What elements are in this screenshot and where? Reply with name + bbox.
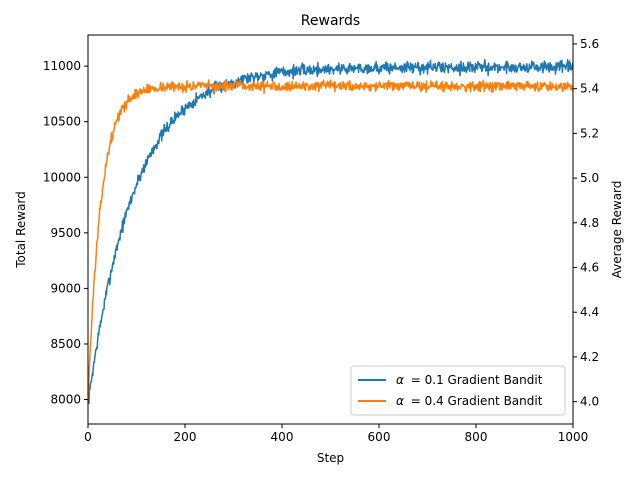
left-y-tick-label: 11000 (43, 59, 81, 73)
right-y-tick-label: 5.2 (580, 126, 599, 140)
right-y-tick-label: 4.4 (580, 305, 599, 319)
left-y-tick-label: 9500 (50, 226, 81, 240)
left-y-tick-label: 9000 (50, 281, 81, 295)
x-tick-label: 1000 (558, 430, 589, 444)
legend-label-alpha-0.1: α = 0.1 Gradient Bandit (396, 373, 543, 387)
legend-label-alpha-0.4: α = 0.4 Gradient Bandit (396, 394, 543, 408)
right-y-tick-label: 4.0 (580, 395, 599, 409)
left-y-tick-label: 8500 (50, 337, 81, 351)
x-tick-label: 400 (271, 430, 294, 444)
series-line-alpha-0.4 (88, 79, 573, 401)
right-y-tick-label: 5.4 (580, 82, 599, 96)
series-layer (88, 58, 573, 404)
x-tick-label: 600 (368, 430, 391, 444)
left-y-tick-label: 8000 (50, 393, 81, 407)
right-y-tick-label: 4.6 (580, 261, 599, 275)
right-y-axis-ticks: 4.0 4.2 4.4 4.6 4.8 5.0 5.2 5.4 5.6 (573, 37, 599, 409)
legend-box (350, 365, 566, 416)
legend: α = 0.1 Gradient Bandit α = 0.4 Gradient… (350, 365, 566, 416)
x-tick-label: 800 (465, 430, 488, 444)
series-line-alpha-0.1 (88, 58, 573, 404)
plot-frame (87, 34, 574, 425)
x-tick-label: 0 (84, 430, 92, 444)
chart-title: Rewards (301, 13, 360, 29)
x-tick-label: 200 (174, 430, 197, 444)
right-y-tick-label: 4.8 (580, 216, 599, 230)
x-axis-ticks: 0 200 400 600 800 1000 (84, 424, 588, 444)
legend-alpha-symbol: α (396, 394, 404, 408)
left-y-tick-label: 10500 (43, 115, 81, 129)
left-y-axis-ticks: 8000 8500 9000 9500 10000 10500 11000 (43, 59, 88, 407)
right-y-axis-label: Average Reward (610, 181, 624, 279)
left-y-tick-label: 10000 (43, 170, 81, 184)
left-y-axis-label: Total Reward (14, 191, 28, 269)
legend-alpha-symbol: α (396, 373, 404, 387)
legend-alpha-value: = 0.1 Gradient Bandit (411, 373, 543, 387)
right-y-tick-label: 5.6 (580, 37, 599, 51)
legend-alpha-value: = 0.4 Gradient Bandit (411, 394, 543, 408)
right-y-tick-label: 4.2 (580, 350, 599, 364)
x-axis-label: Step (317, 451, 344, 465)
right-y-tick-label: 5.0 (580, 171, 599, 185)
